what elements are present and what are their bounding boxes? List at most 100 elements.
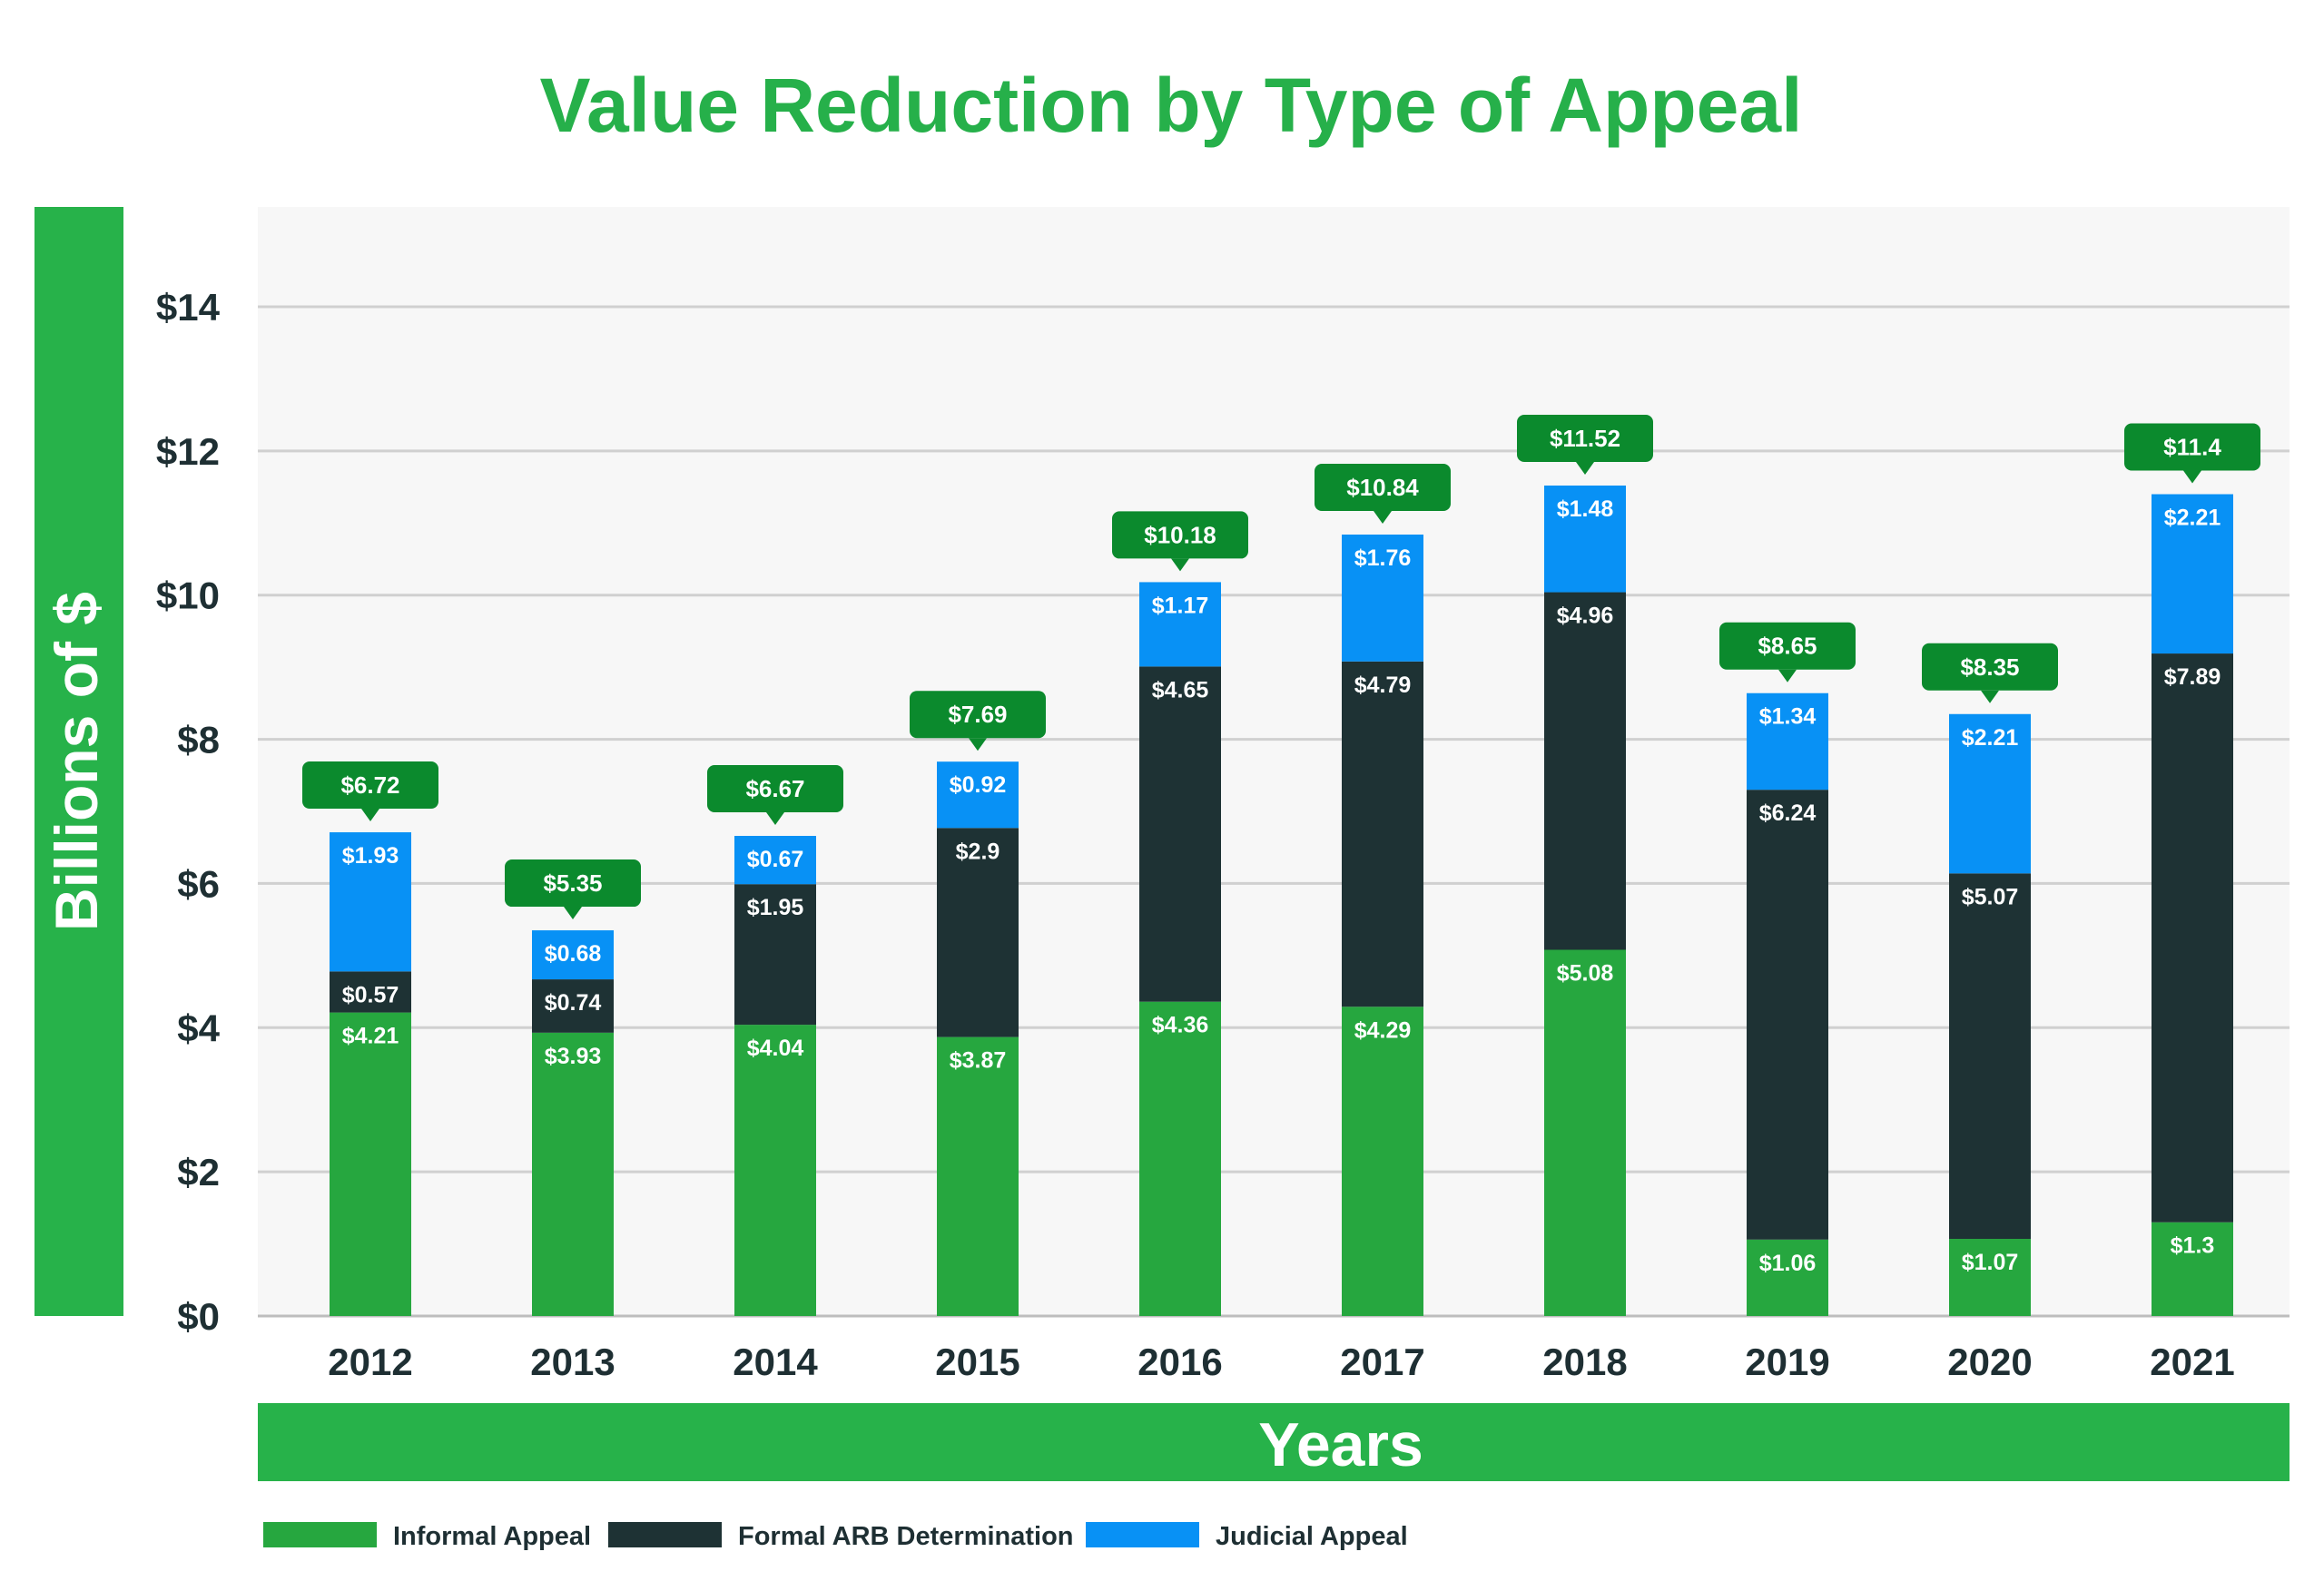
- legend: Informal Appeal Formal ARB Determination J…: [263, 1522, 1408, 1551]
- bar-informal-appeal: [532, 1032, 614, 1316]
- y-tick-label: $10: [156, 575, 220, 617]
- total-badge: $6.72: [302, 761, 438, 822]
- bar-value-label: $1.76: [1354, 545, 1412, 571]
- total-badges: $6.72 $5.35 $6.67 $7.69 $10.18 $10.84 $11.52 $8…: [302, 414, 2260, 920]
- total-label: $10.84: [1346, 474, 1419, 501]
- total-badge: $5.35: [505, 859, 641, 920]
- total-badge-box: [1517, 414, 1653, 462]
- y-tick-label: $6: [177, 862, 220, 905]
- legend-swatch: [263, 1522, 377, 1547]
- y-tick-label: $14: [156, 286, 221, 329]
- total-badge-box: [707, 765, 843, 813]
- total-label: $7.69: [948, 701, 1007, 728]
- total-badge-box: [302, 761, 438, 810]
- bar-judicial-appeal: [1342, 534, 1423, 662]
- legend-label: Judicial Appeal: [1216, 1522, 1408, 1551]
- total-badge-pointer: [1981, 690, 1999, 703]
- bar-informal-appeal: [1949, 1239, 2031, 1316]
- bar-informal-appeal: [1544, 949, 1626, 1316]
- bar-value-label: $0.68: [545, 941, 602, 967]
- bar-formal-arb-determination: [1747, 790, 1828, 1240]
- bar-value-label: $4.29: [1354, 1017, 1412, 1043]
- bar-formal-arb-determination: [330, 971, 411, 1013]
- bar-informal-appeal: [1342, 1007, 1423, 1316]
- legend-label: Formal ARB Determination: [738, 1522, 1074, 1551]
- total-badge-box: [1719, 622, 1856, 670]
- x-tick-label: 2018: [1542, 1341, 1627, 1383]
- bar-formal-arb-determination: [1544, 592, 1626, 950]
- y-tick-label: $8: [177, 719, 220, 761]
- bar-value-label: $1.93: [342, 843, 399, 869]
- total-label: $5.35: [543, 869, 602, 897]
- bar-formal-arb-determination: [1342, 661, 1423, 1007]
- total-badge: $7.69: [910, 691, 1046, 751]
- x-tick-label: 2012: [328, 1341, 412, 1383]
- y-tick-label: $2: [177, 1151, 220, 1193]
- y-axis-ticks: $0 $2 $4 $6 $8 $10 $12 $14: [156, 286, 221, 1338]
- total-label: $11.4: [2163, 434, 2221, 461]
- x-axis-ticks: 2012 2013 2014 2015 2016 2017 2018 2019 2020 2021: [328, 1341, 2234, 1383]
- bar-value-labels: $4.21 $0.57 $1.93 $3.93 $0.74 $0.68 $4.04 $1.95…: [342, 496, 2221, 1276]
- bar-value-label: $5.08: [1557, 961, 1614, 987]
- total-badge-box: [505, 859, 641, 908]
- total-label: $6.72: [340, 771, 399, 799]
- total-badge-pointer: [2183, 470, 2201, 484]
- total-label: $8.65: [1758, 633, 1817, 660]
- bar-judicial-appeal: [1949, 713, 2031, 874]
- bar-judicial-appeal: [2152, 494, 2233, 654]
- bar-value-label: $0.67: [747, 847, 804, 872]
- y-axis-label: Billions of $: [43, 592, 110, 931]
- bar-value-label: $2.21: [1962, 725, 2019, 751]
- bar-value-label: $4.36: [1152, 1013, 1209, 1038]
- total-badge: $10.84: [1315, 463, 1451, 524]
- total-badge: $10.18: [1112, 511, 1248, 572]
- bar-value-label: $5.07: [1962, 884, 2019, 909]
- bar-value-label: $3.93: [545, 1044, 602, 1069]
- bar-judicial-appeal: [1544, 485, 1626, 593]
- bar-value-label: $0.74: [545, 990, 602, 1016]
- bar-value-label: $1.34: [1759, 704, 1817, 730]
- bar-value-label: $2.21: [2164, 506, 2221, 531]
- x-tick-label: 2015: [935, 1341, 1019, 1383]
- bar-value-label: $6.24: [1759, 800, 1817, 826]
- total-badge-pointer: [1171, 558, 1189, 572]
- bar-formal-arb-determination: [2152, 653, 2233, 1223]
- legend-label: Informal Appeal: [393, 1522, 591, 1551]
- bar-value-label: $3.87: [950, 1048, 1007, 1074]
- bars: [330, 485, 2233, 1316]
- total-badge: $6.67: [707, 765, 843, 826]
- y-tick-label: $0: [177, 1295, 220, 1338]
- bar-value-label: $1.3: [2171, 1233, 2215, 1259]
- bar-formal-arb-determination: [532, 979, 614, 1033]
- x-tick-label: 2019: [1745, 1341, 1829, 1383]
- bar-value-label: $4.96: [1557, 604, 1614, 629]
- y-tick-label: $12: [156, 430, 220, 473]
- total-badge-box: [1315, 463, 1451, 511]
- bar-value-label: $4.21: [342, 1024, 399, 1049]
- bar-value-label: $1.17: [1152, 593, 1209, 618]
- legend-swatch: [1086, 1522, 1199, 1547]
- legend-item: Informal Appeal: [263, 1522, 591, 1551]
- total-badge-box: [1922, 643, 2058, 691]
- total-badge: $8.35: [1922, 643, 2058, 703]
- bar-informal-appeal: [1139, 1001, 1221, 1316]
- bar-judicial-appeal: [734, 836, 816, 885]
- bar-value-label: $0.57: [342, 982, 399, 1007]
- total-badge-pointer: [969, 738, 987, 751]
- bar-judicial-appeal: [937, 761, 1019, 829]
- bar-value-label: $2.9: [956, 839, 1000, 864]
- bar-judicial-appeal: [1747, 692, 1828, 791]
- total-label: $10.18: [1144, 521, 1216, 548]
- total-badge-box: [2124, 423, 2260, 471]
- total-badge-pointer: [1576, 461, 1594, 475]
- total-badge-pointer: [564, 907, 582, 920]
- bar-formal-arb-determination: [1949, 873, 2031, 1240]
- y-tick-label: $4: [177, 1007, 220, 1049]
- total-label: $11.52: [1550, 425, 1620, 452]
- bar-value-label: $7.89: [2164, 664, 2221, 690]
- y-axis-band: [34, 207, 123, 1316]
- total-badge-box: [1112, 511, 1248, 559]
- total-badge: $11.52: [1517, 414, 1653, 475]
- bar-value-label: $4.65: [1152, 677, 1209, 702]
